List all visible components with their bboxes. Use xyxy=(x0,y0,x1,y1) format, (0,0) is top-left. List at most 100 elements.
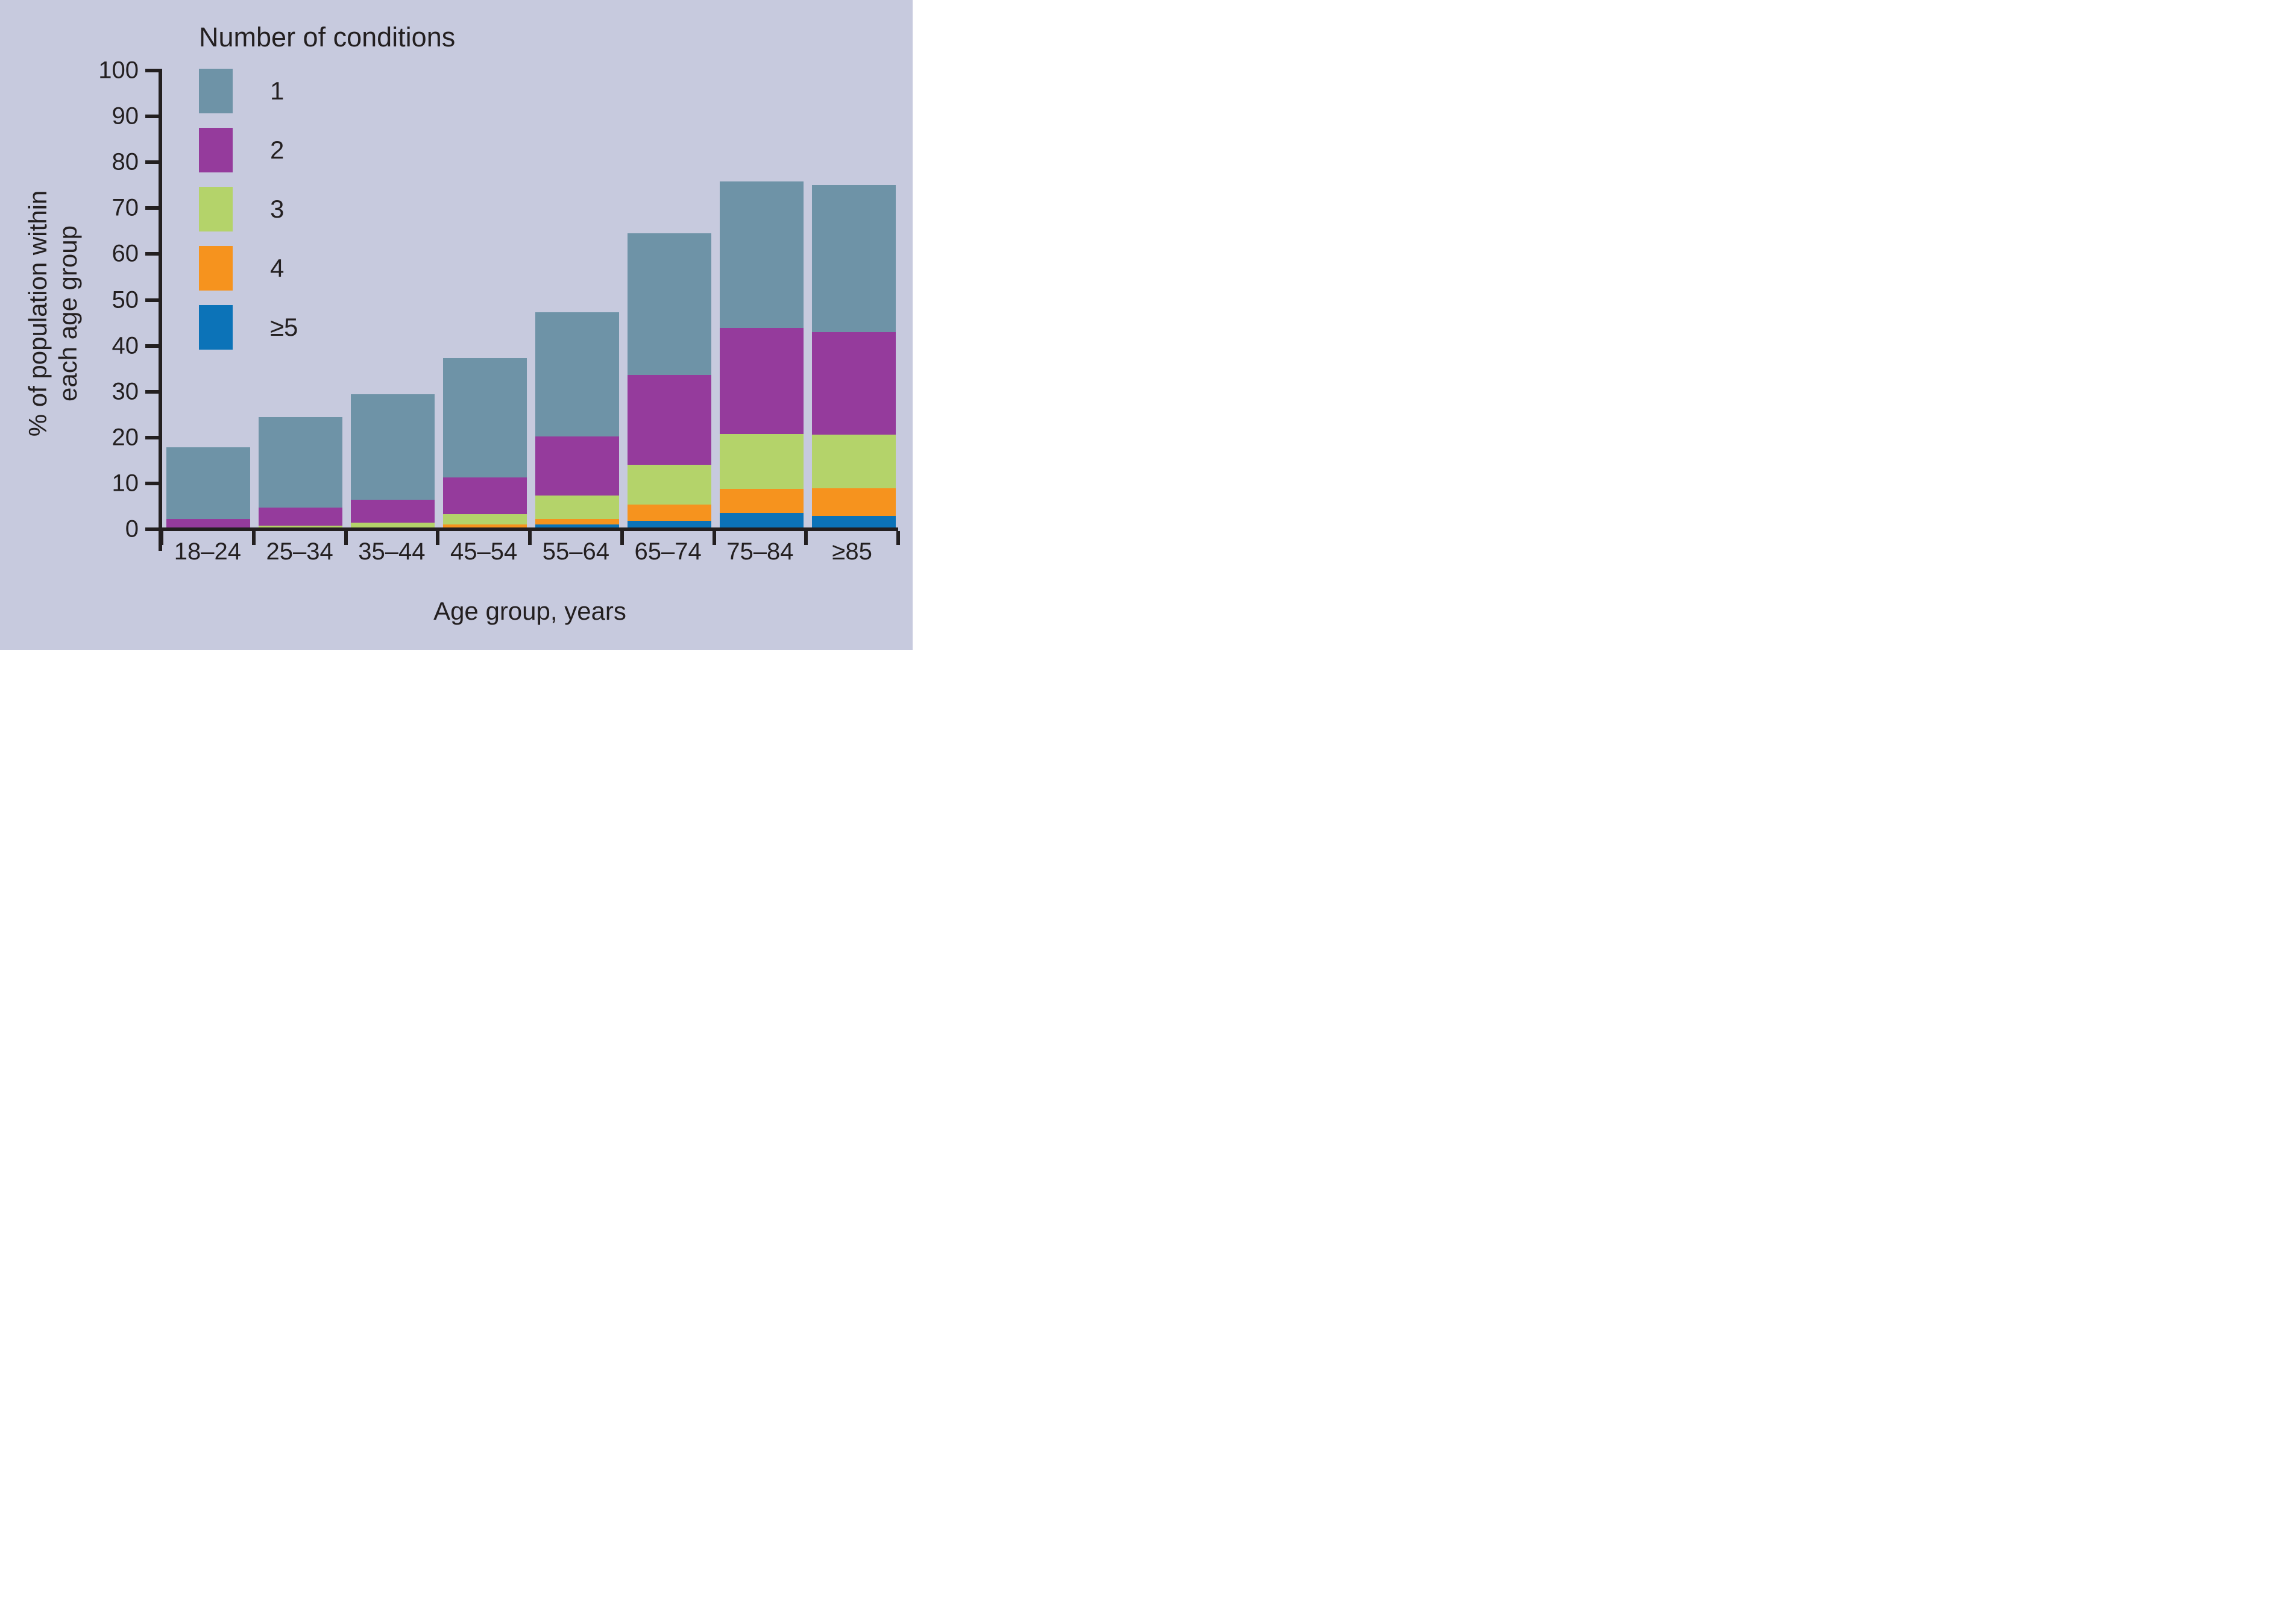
bar-segment-≥85-conditions-1 xyxy=(812,185,896,332)
x-axis-title: Age group, years xyxy=(433,597,626,625)
y-tick-label-0: 0 xyxy=(125,515,139,543)
bar-35–44 xyxy=(351,394,435,529)
x-category-label: 25–34 xyxy=(266,538,333,565)
legend-item-1: 1 xyxy=(199,69,455,113)
legend-swatch-icon xyxy=(199,187,233,231)
bar-75–84 xyxy=(720,181,804,529)
y-axis-title-line1: % of population within xyxy=(24,190,52,437)
bars-group xyxy=(166,71,896,529)
x-category-label: 75–84 xyxy=(726,538,794,565)
y-tick-label-50: 50 xyxy=(112,286,139,313)
legend-item-3: 3 xyxy=(199,187,455,231)
legend-item-≥5: ≥5 xyxy=(199,305,455,350)
x-category-label: ≥85 xyxy=(832,538,872,565)
legend-items: 1 2 3 4 ≥5 xyxy=(199,69,455,350)
bar-segment-45–54-conditions-3 xyxy=(443,514,527,525)
bar-segment-≥85-conditions-2 xyxy=(812,332,896,435)
bar-55–64 xyxy=(535,312,619,529)
y-tick-label-90: 90 xyxy=(112,102,139,130)
bar-segment-65–74-conditions-2 xyxy=(628,374,711,465)
bar-18–24 xyxy=(166,447,250,529)
y-tick-label-40: 40 xyxy=(112,332,139,359)
x-category-label: 18–24 xyxy=(174,538,241,565)
x-tick xyxy=(712,531,716,545)
x-tick xyxy=(344,531,348,545)
x-category-label: 55–64 xyxy=(542,538,609,565)
y-tick-label-100: 100 xyxy=(98,57,139,84)
x-tick xyxy=(160,531,163,545)
legend-swatch-icon xyxy=(199,69,233,113)
bar-segment-35–44-conditions-2 xyxy=(351,499,435,523)
y-tick-40 xyxy=(145,344,159,348)
bar-segment-55–64-conditions-1 xyxy=(535,312,619,436)
plot-area xyxy=(162,71,898,529)
bar-segment-65–74-conditions-4 xyxy=(628,504,711,521)
bar-segment-45–54-conditions-1 xyxy=(443,358,527,478)
stacked-bar-chart-figure: % of population within each age group Nu… xyxy=(0,0,913,650)
y-tick-60 xyxy=(145,252,159,256)
x-tick xyxy=(528,531,532,545)
legend-item-label: 4 xyxy=(270,254,285,282)
y-tick-label-70: 70 xyxy=(112,194,139,221)
x-tick xyxy=(436,531,440,545)
bar-segment-45–54-conditions-2 xyxy=(443,477,527,514)
legend-item-4: 4 xyxy=(199,246,455,291)
y-tick-20 xyxy=(145,435,159,439)
legend-swatch-icon xyxy=(199,128,233,172)
bar-segment-75–84-conditions-≥5 xyxy=(720,513,804,529)
y-tick-80 xyxy=(145,160,159,165)
bar-segment-55–64-conditions-3 xyxy=(535,495,619,519)
y-tick-label-60: 60 xyxy=(112,240,139,267)
bar-segment-18–24-conditions-1 xyxy=(166,447,250,519)
bar-segment-75–84-conditions-4 xyxy=(720,489,804,514)
x-tick xyxy=(620,531,624,545)
bar-segment-65–74-conditions-3 xyxy=(628,464,711,505)
bar-45–54 xyxy=(443,358,527,529)
bar-65–74 xyxy=(628,233,711,529)
bar-segment-55–64-conditions-≥5 xyxy=(535,524,619,529)
legend: Number of conditions 1 2 3 4 ≥5 xyxy=(199,22,455,364)
y-tick-label-20: 20 xyxy=(112,424,139,451)
bar-segment-≥85-conditions-≥5 xyxy=(812,515,896,529)
y-tick-10 xyxy=(145,481,159,485)
x-axis-line xyxy=(159,527,898,531)
y-tick-100 xyxy=(145,69,159,72)
x-tick xyxy=(251,531,256,545)
bar-segment-75–84-conditions-1 xyxy=(720,181,804,328)
bar-segment-25–34-conditions-1 xyxy=(259,417,342,508)
bar-segment-55–64-conditions-2 xyxy=(535,436,619,496)
bar-25–34 xyxy=(259,417,342,529)
legend-item-label: 2 xyxy=(270,136,285,164)
legend-item-2: 2 xyxy=(199,128,455,172)
x-tick xyxy=(804,531,808,545)
bar-segment-45–54-conditions-4 xyxy=(443,524,527,529)
bar-≥85 xyxy=(812,185,896,529)
bar-segment-75–84-conditions-3 xyxy=(720,433,804,489)
y-tick-label-10: 10 xyxy=(112,470,139,497)
x-tick xyxy=(896,531,900,545)
y-axis-line xyxy=(159,69,162,551)
bar-segment-≥85-conditions-3 xyxy=(812,435,896,488)
legend-swatch-icon xyxy=(199,246,233,291)
bar-segment-≥85-conditions-4 xyxy=(812,488,896,516)
legend-item-label: 1 xyxy=(270,77,285,105)
y-tick-70 xyxy=(145,206,159,210)
legend-swatch-icon xyxy=(199,305,233,350)
bar-segment-65–74-conditions-≥5 xyxy=(628,521,711,529)
y-tick-30 xyxy=(145,389,159,394)
bar-segment-18–24-conditions-2 xyxy=(166,518,250,529)
bar-segment-35–44-conditions-1 xyxy=(351,394,435,500)
x-category-label: 65–74 xyxy=(634,538,702,565)
x-category-label: 35–44 xyxy=(358,538,426,565)
bar-segment-55–64-conditions-4 xyxy=(535,518,619,524)
legend-item-label: ≥5 xyxy=(270,313,298,341)
legend-title: Number of conditions xyxy=(199,22,456,52)
y-tick-0 xyxy=(145,527,159,531)
legend-item-label: 3 xyxy=(270,195,285,223)
bar-segment-25–34-conditions-2 xyxy=(259,508,342,526)
bar-segment-35–44-conditions-3 xyxy=(351,522,435,529)
y-tick-label-30: 30 xyxy=(112,378,139,405)
bar-segment-25–34-conditions-3 xyxy=(259,525,342,529)
y-tick-50 xyxy=(145,298,159,302)
bar-segment-75–84-conditions-2 xyxy=(720,327,804,434)
